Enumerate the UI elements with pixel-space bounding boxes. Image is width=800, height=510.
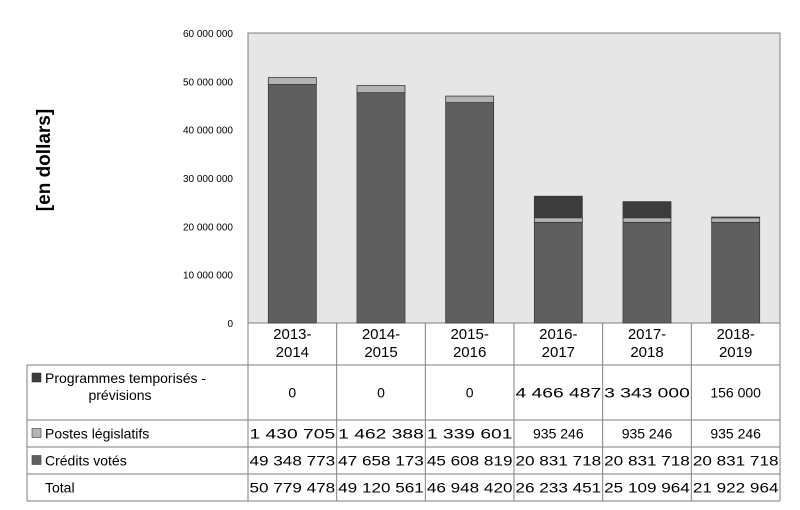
data-cell: 1 462 388 [338,426,424,442]
category-label: 2017- [628,326,666,343]
bar-segment [622,217,672,223]
category-label: 2014 [276,344,309,361]
bar-segment [711,216,761,219]
total-cell: 21 922 964 [693,480,779,496]
data-cell: 20 831 718 [516,453,602,469]
series-label: Postes législatifs [45,426,149,442]
total-cell: 49 120 561 [338,480,424,496]
total-label: Total [45,480,75,496]
y-tick-label: 0 [227,319,233,330]
data-cell: 4 466 487 [516,385,602,401]
data-cell: 0 [377,385,385,401]
bar-segment [267,84,317,324]
bar-segment [356,92,406,324]
category-label: 2015- [450,326,488,343]
total-cell: 26 233 451 [516,480,602,496]
bar-segment [533,195,583,219]
data-cell: 1 430 705 [250,426,336,442]
data-cell: 0 [466,385,474,401]
data-cell: 20 831 718 [604,453,690,469]
bar-segment [356,85,406,94]
total-cell: 50 779 478 [250,480,336,496]
data-cell: 0 [288,385,296,401]
category-label: 2018 [630,344,663,361]
series-label: Crédits votés [45,453,127,469]
category-label: 2017 [542,344,575,361]
y-axis-label: [en dollars] [34,109,55,211]
y-axis: 0 10 000 000 20 000 000 30 000 000 40 000 00… [183,29,234,330]
series-label: prévisions [88,387,151,403]
total-cell: 25 109 964 [604,480,690,496]
data-cell: 935 246 [622,426,673,442]
y-tick-label: 10 000 000 [183,271,233,282]
data-cell: 1 339 601 [427,426,513,442]
category-label: 2019 [719,344,752,361]
data-cell: 47 658 173 [338,453,424,469]
bar-segment [445,102,495,324]
category-label: 2016 [453,344,486,361]
category-label: 2015 [364,344,397,361]
bar-segment [622,221,672,324]
category-label: 2016- [539,326,577,343]
data-cell: 156 000 [710,385,761,401]
data-cell: 935 246 [710,426,761,442]
data-cell: 3 343 000 [604,385,690,401]
legend-key [31,455,42,465]
legend-key [31,428,42,438]
data-cell: 20 831 718 [693,453,779,469]
y-tick-label: 30 000 000 [183,174,233,185]
total-cell: 46 948 420 [427,480,513,496]
y-tick-label: 50 000 000 [183,77,233,88]
legend-key [31,372,42,383]
bars [267,77,761,324]
y-tick-label: 60 000 000 [183,29,233,40]
bar-segment [267,77,317,85]
bar-segment [533,217,583,223]
category-label: 2013- [273,326,311,343]
plot-area [247,32,781,324]
bar-segment [445,95,495,103]
bar-segment [533,221,583,324]
data-cell: 45 608 819 [427,453,513,469]
data-cell: 49 348 773 [250,453,336,469]
data-cell: 935 246 [533,426,584,442]
bar-segment [622,201,672,219]
category-label: 2018- [716,326,754,343]
series-label: Programmes temporisés - [45,370,206,386]
bar-segment [711,221,761,324]
y-tick-label: 40 000 000 [183,126,233,137]
data-table: 2013-2014 2014-2015 2015-2016 2016-2017 2017… [26,323,781,502]
y-tick-label: 20 000 000 [183,222,233,233]
bar-segment [711,217,761,223]
category-label: 2014- [362,326,400,343]
